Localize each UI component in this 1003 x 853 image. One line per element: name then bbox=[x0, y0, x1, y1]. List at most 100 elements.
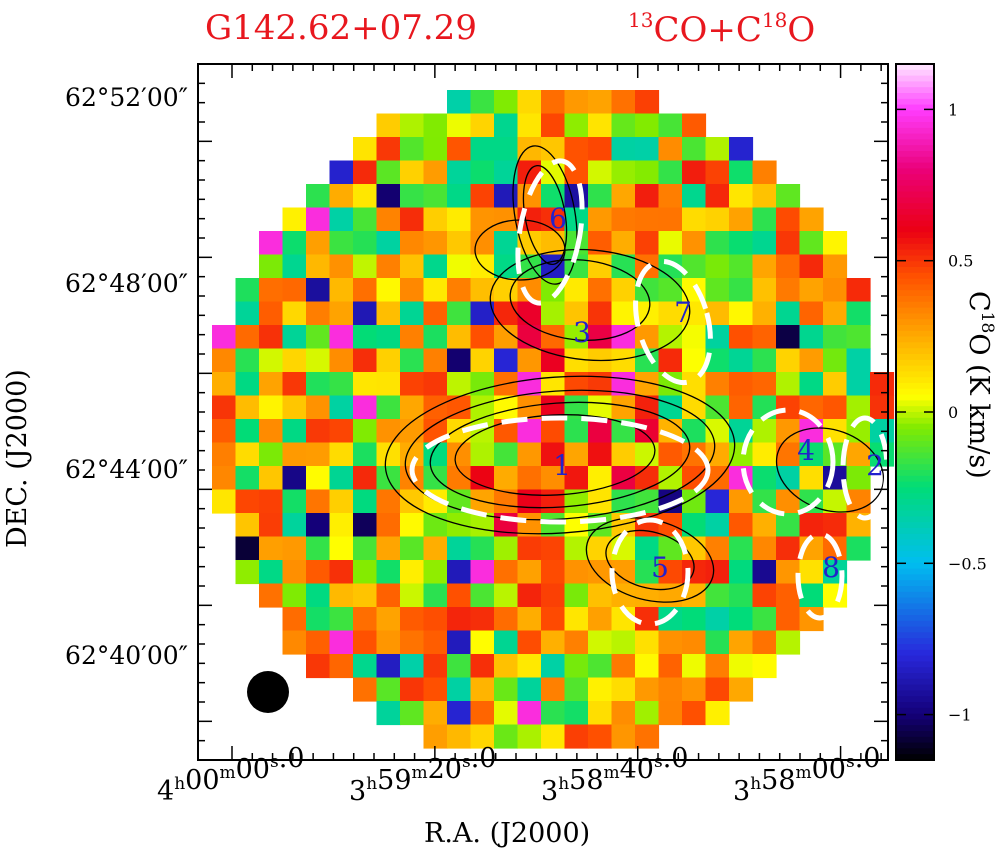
map-pixel bbox=[329, 560, 354, 585]
map-pixel bbox=[447, 654, 472, 679]
map-pixel bbox=[658, 677, 683, 702]
map-pixel bbox=[329, 231, 354, 256]
map-pixel bbox=[705, 278, 730, 303]
map-pixel bbox=[423, 348, 448, 373]
map-pixel bbox=[235, 489, 260, 514]
map-pixel bbox=[353, 207, 378, 232]
map-pixel bbox=[470, 395, 495, 420]
map-pixel bbox=[353, 301, 378, 326]
beam-marker bbox=[247, 671, 289, 713]
map-pixel bbox=[682, 113, 707, 138]
map-pixel bbox=[823, 513, 848, 538]
map-pixel bbox=[376, 184, 401, 209]
dec-tick-label: 62°40′00″ bbox=[65, 641, 188, 670]
map-pixel bbox=[705, 489, 730, 514]
map-pixel bbox=[682, 254, 707, 279]
map-pixel bbox=[517, 442, 542, 467]
map-pixel bbox=[376, 325, 401, 350]
map-pixel bbox=[329, 536, 354, 561]
map-pixel bbox=[329, 630, 354, 655]
map-pixel bbox=[400, 630, 425, 655]
map-pixel bbox=[564, 583, 589, 608]
map-pixel bbox=[752, 278, 777, 303]
map-pixel bbox=[447, 677, 472, 702]
map-pixel bbox=[353, 231, 378, 256]
map-pixel bbox=[353, 184, 378, 209]
map-pixel bbox=[376, 442, 401, 467]
map-pixel bbox=[353, 654, 378, 679]
map-pixel bbox=[658, 113, 683, 138]
map-pixel bbox=[376, 254, 401, 279]
map-pixel bbox=[517, 137, 542, 162]
map-pixel bbox=[682, 419, 707, 444]
map-pixel bbox=[588, 442, 613, 467]
map-pixel bbox=[799, 254, 824, 279]
map-pixel bbox=[705, 560, 730, 585]
map-pixel bbox=[400, 560, 425, 585]
map-pixel bbox=[729, 254, 754, 279]
map-pixel bbox=[799, 301, 824, 326]
map-pixel bbox=[447, 583, 472, 608]
map-pixel bbox=[611, 677, 636, 702]
map-pixel bbox=[494, 90, 519, 115]
map-pixel bbox=[235, 560, 260, 585]
map-pixel bbox=[423, 207, 448, 232]
map-pixel bbox=[423, 301, 448, 326]
contour-line bbox=[522, 164, 568, 266]
map-pixel bbox=[705, 513, 730, 538]
map-pixel bbox=[235, 419, 260, 444]
map-pixel bbox=[776, 395, 801, 420]
map-pixel bbox=[776, 513, 801, 538]
map-pixel bbox=[776, 231, 801, 256]
map-pixel bbox=[400, 654, 425, 679]
map-pixel bbox=[517, 607, 542, 632]
map-pixel bbox=[259, 442, 284, 467]
colorbar-tick-label: 0 bbox=[948, 403, 958, 422]
map-pixel bbox=[752, 207, 777, 232]
map-pixel bbox=[799, 466, 824, 491]
map-pixel bbox=[823, 254, 848, 279]
map-pixel bbox=[212, 395, 237, 420]
map-pixel bbox=[517, 301, 542, 326]
map-pixel bbox=[259, 395, 284, 420]
map-pixel bbox=[517, 724, 542, 749]
map-pixel bbox=[705, 654, 730, 679]
map-pixel bbox=[658, 137, 683, 162]
map-pixel bbox=[588, 113, 613, 138]
map-pixel bbox=[494, 466, 519, 491]
map-pixel bbox=[353, 395, 378, 420]
map-pixel bbox=[376, 513, 401, 538]
map-pixel bbox=[353, 583, 378, 608]
map-pixel bbox=[423, 607, 448, 632]
map-pixel bbox=[282, 583, 307, 608]
map-pixel bbox=[729, 348, 754, 373]
map-pixel bbox=[447, 607, 472, 632]
map-pixel bbox=[353, 348, 378, 373]
map-pixel bbox=[376, 677, 401, 702]
map-pixel bbox=[588, 560, 613, 585]
map-pixel bbox=[376, 419, 401, 444]
map-pixel bbox=[353, 607, 378, 632]
map-pixel bbox=[306, 442, 331, 467]
map-pixel bbox=[564, 419, 589, 444]
map-pixel bbox=[235, 348, 260, 373]
map-pixel bbox=[282, 372, 307, 397]
map-pixel bbox=[494, 654, 519, 679]
map-pixel bbox=[752, 536, 777, 561]
map-pixel bbox=[400, 419, 425, 444]
map-pixel bbox=[588, 419, 613, 444]
map-pixel bbox=[823, 278, 848, 303]
colorbar-tick-label: 1 bbox=[948, 100, 958, 119]
map-pixel bbox=[259, 254, 284, 279]
map-pixel bbox=[564, 466, 589, 491]
map-pixel bbox=[776, 254, 801, 279]
map-pixel bbox=[447, 254, 472, 279]
map-pixel bbox=[752, 254, 777, 279]
map-pixel bbox=[846, 372, 871, 397]
map-pixel bbox=[611, 207, 636, 232]
map-pixel bbox=[776, 207, 801, 232]
map-pixel bbox=[282, 442, 307, 467]
map-pixel bbox=[705, 184, 730, 209]
map-pixel bbox=[564, 607, 589, 632]
